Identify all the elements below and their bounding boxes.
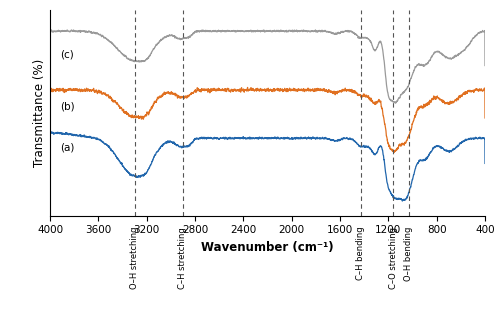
Text: (c): (c) <box>60 49 74 59</box>
Text: O–H bending: O–H bending <box>404 227 413 281</box>
Text: (a): (a) <box>60 143 74 153</box>
Y-axis label: Transmittance (%): Transmittance (%) <box>33 59 46 167</box>
Text: C–H bending: C–H bending <box>356 227 365 280</box>
Text: C–O stretching: C–O stretching <box>388 227 398 289</box>
Text: O–H stretching: O–H stretching <box>130 227 139 289</box>
Text: (b): (b) <box>60 101 74 111</box>
Text: C–H stretching: C–H stretching <box>178 227 188 289</box>
X-axis label: Wavenumber (cm⁻¹): Wavenumber (cm⁻¹) <box>201 241 334 254</box>
